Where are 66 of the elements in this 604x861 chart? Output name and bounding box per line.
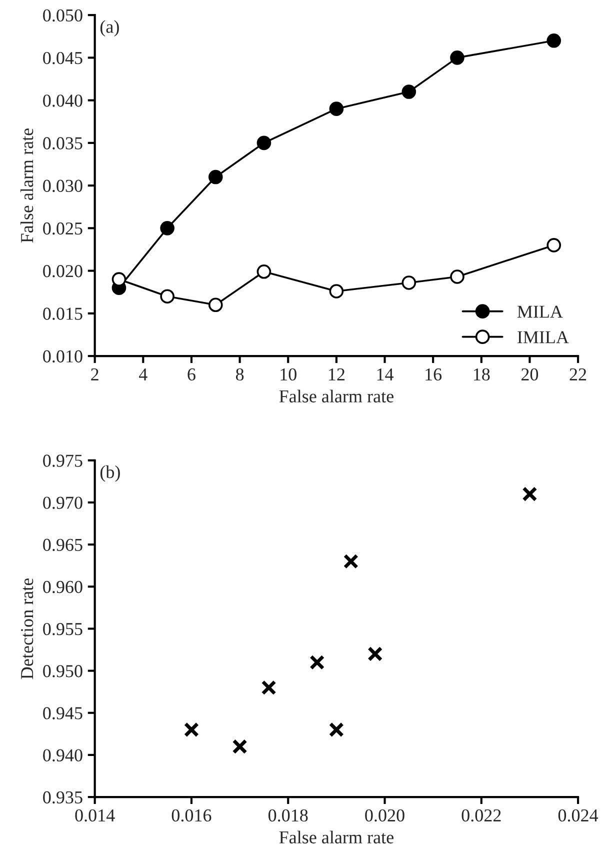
y-axis-title: False alarm rate bbox=[20, 128, 34, 243]
point bbox=[256, 136, 272, 150]
y-tick-label: 0.025 bbox=[43, 222, 82, 235]
x-tick-label: 14 bbox=[377, 368, 394, 380]
x-axis-title: False alarm rate bbox=[279, 390, 394, 402]
point bbox=[329, 284, 344, 298]
y-tick-label: 0.040 bbox=[43, 94, 82, 107]
y-axis-title: Detection rate bbox=[21, 578, 34, 680]
y-tick-label: 0.940 bbox=[43, 749, 82, 762]
y-tick-label: 0.035 bbox=[43, 137, 82, 150]
point bbox=[450, 270, 464, 284]
x-tick-label: 0.022 bbox=[462, 809, 501, 822]
point bbox=[329, 102, 344, 116]
annotation: (a) bbox=[100, 20, 119, 37]
point bbox=[450, 50, 464, 65]
x-tick-label: 0.016 bbox=[172, 809, 212, 822]
legend-label: IMILA bbox=[518, 331, 569, 344]
y-tick-label: 0.950 bbox=[43, 665, 82, 678]
point bbox=[368, 646, 383, 662]
x-tick-label: 22 bbox=[570, 368, 586, 380]
point bbox=[402, 276, 416, 290]
point bbox=[112, 272, 126, 286]
x-tick-label: 10 bbox=[280, 368, 296, 381]
point bbox=[310, 654, 325, 670]
y-tick-label: 0.970 bbox=[43, 496, 82, 509]
x-tick-label: 18 bbox=[474, 368, 490, 381]
x-tick-label: 0.014 bbox=[75, 809, 115, 822]
point bbox=[261, 680, 276, 696]
point bbox=[522, 486, 538, 502]
y-tick-label: 0.935 bbox=[43, 791, 82, 804]
x-tick-label: 16 bbox=[426, 368, 442, 381]
point bbox=[160, 221, 174, 236]
point bbox=[208, 170, 223, 184]
y-tick-label: 0.960 bbox=[43, 580, 82, 594]
point bbox=[343, 554, 358, 569]
y-tick-label: 0.955 bbox=[43, 622, 82, 636]
y-tick-label: 0.015 bbox=[43, 308, 82, 320]
point bbox=[208, 298, 223, 312]
x-tick-label: 8 bbox=[236, 368, 244, 381]
x-tick-label: 0.018 bbox=[268, 809, 308, 822]
point bbox=[256, 264, 272, 279]
point bbox=[328, 722, 344, 738]
y-tick-label: 0.045 bbox=[43, 52, 82, 64]
x-tick-label: 2 bbox=[91, 368, 98, 380]
point bbox=[546, 33, 562, 48]
x-tick-label: 0.024 bbox=[558, 809, 598, 822]
x-tick-label: 6 bbox=[188, 368, 196, 381]
x-axis-title: False alarm rate bbox=[279, 830, 394, 844]
y-tick-label: 0.965 bbox=[43, 538, 82, 552]
point bbox=[160, 289, 174, 304]
x-tick-label: 20 bbox=[521, 368, 538, 381]
x-tick-label: 12 bbox=[328, 368, 344, 380]
y-tick-label: 0.945 bbox=[43, 707, 82, 720]
y-tick-label: 0.050 bbox=[43, 9, 82, 22]
y-tick-label: 0.030 bbox=[43, 180, 82, 192]
point bbox=[184, 722, 200, 738]
y-tick-label: 0.975 bbox=[43, 454, 82, 467]
annotation: (b) bbox=[100, 465, 120, 482]
point bbox=[402, 84, 416, 99]
point bbox=[232, 738, 248, 754]
point bbox=[546, 238, 562, 252]
legend-label: MILA bbox=[517, 306, 563, 318]
x-tick-label: 0.020 bbox=[365, 809, 404, 822]
x-tick-label: 4 bbox=[138, 368, 148, 380]
y-tick-label: 0.010 bbox=[43, 350, 82, 363]
y-tick-label: 0.020 bbox=[43, 265, 82, 278]
